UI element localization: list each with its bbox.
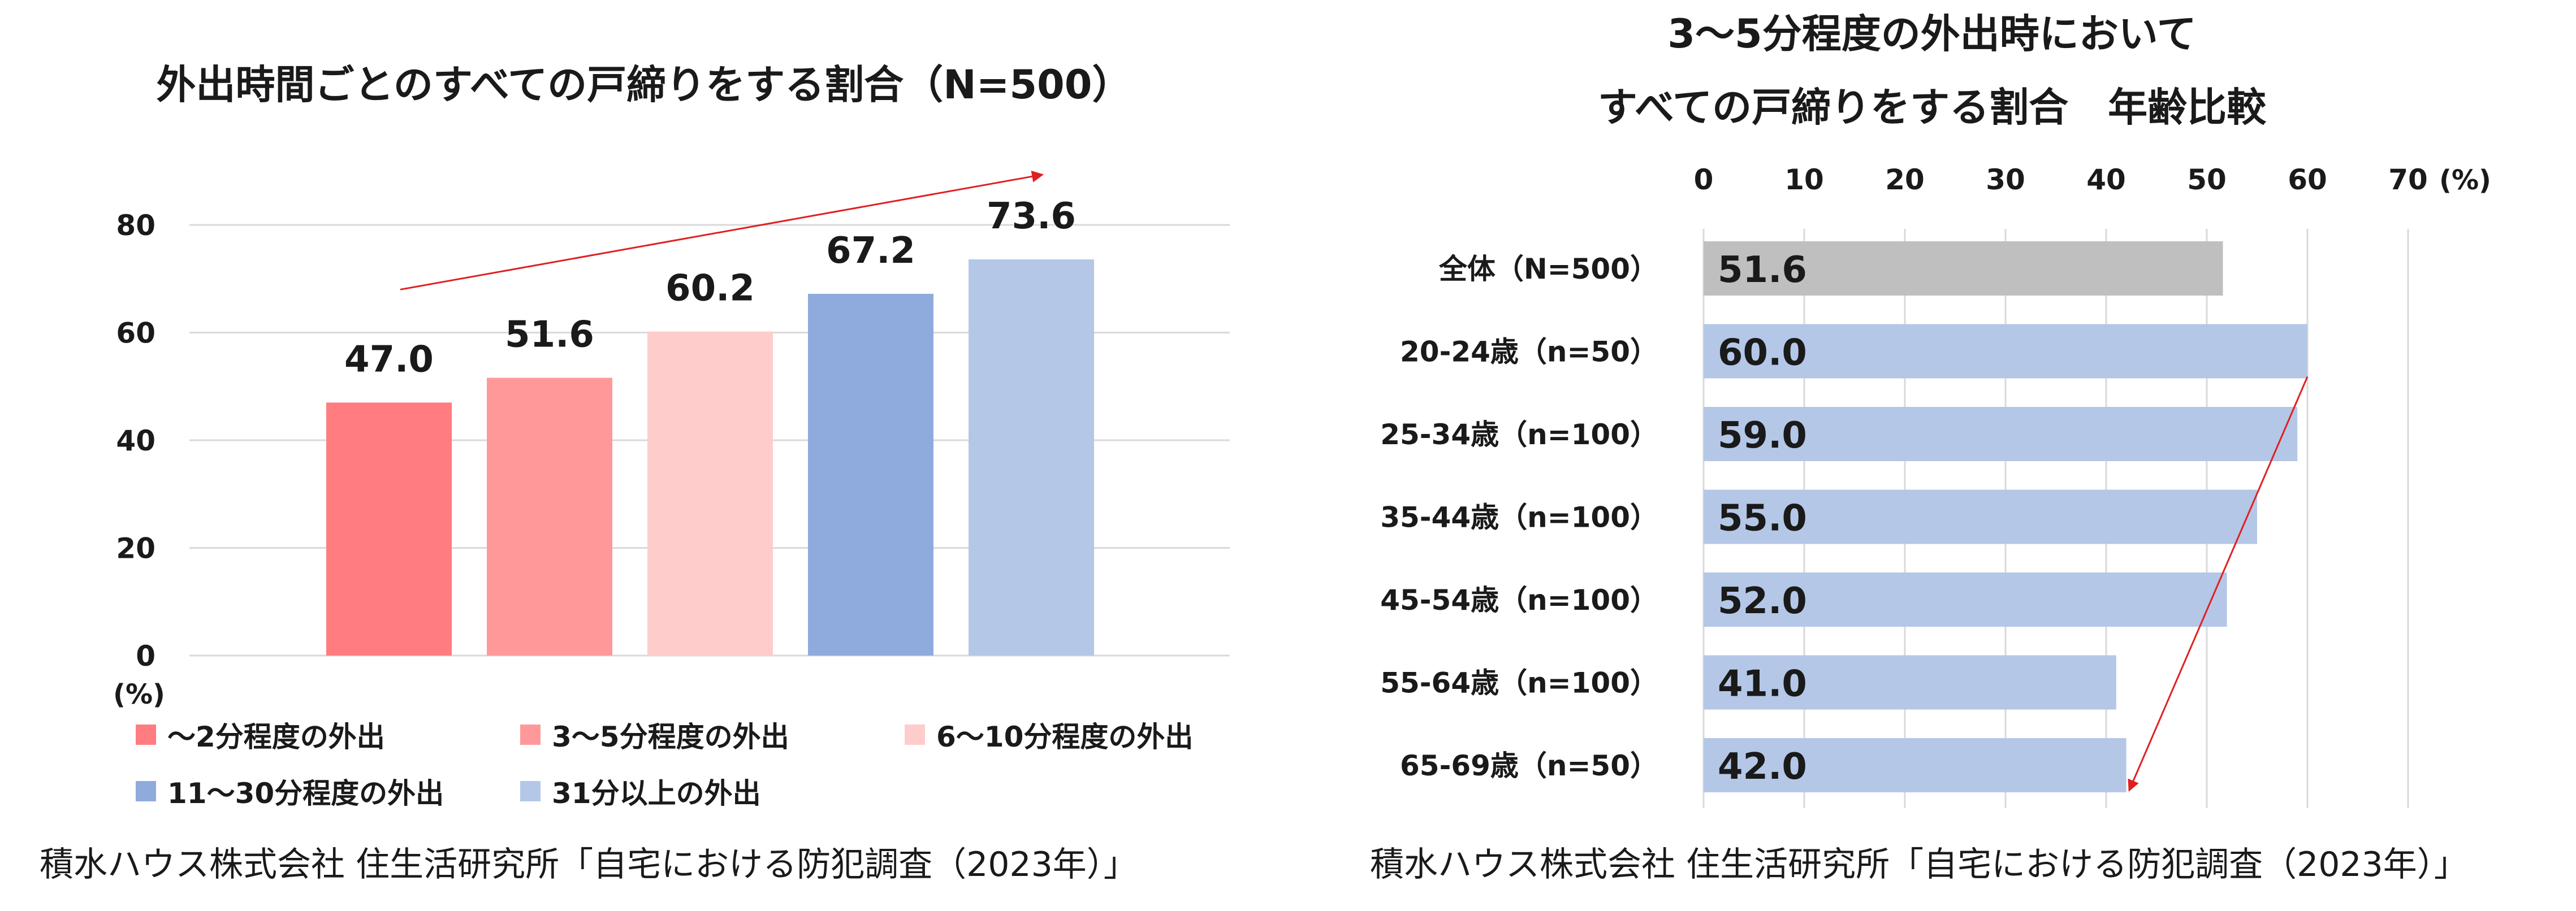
y-unit-label: (%) bbox=[113, 679, 165, 710]
x-tick-label: 0 bbox=[1694, 163, 1714, 196]
category-label: 25-34歳（n=100） bbox=[1380, 418, 1658, 451]
x-tick-label: 20 bbox=[1885, 163, 1925, 196]
trend-arrow bbox=[2128, 376, 2309, 792]
left-chart-panel: 外出時間ごとのすべての戸締りをする割合（N=500） 0 20 40 60 80 (%) 4… bbox=[40, 62, 1230, 884]
category-label: 65-69歳（n=50） bbox=[1400, 749, 1658, 782]
bar-value-label: 47.0 bbox=[344, 339, 434, 380]
category-label: 35-44歳（n=100） bbox=[1380, 501, 1658, 534]
category-label: 20-24歳（n=50） bbox=[1400, 336, 1658, 368]
legend-swatch bbox=[520, 725, 541, 745]
legend-item: 6～10分程度の外出 bbox=[905, 715, 1193, 754]
x-tick-label: 70 bbox=[2388, 163, 2428, 196]
x-tick-label: 40 bbox=[2086, 163, 2126, 196]
bar-value-label: 73.6 bbox=[987, 196, 1076, 237]
x-tick-label: 10 bbox=[1784, 163, 1824, 196]
legend-label: 6～10分程度の外出 bbox=[936, 721, 1194, 753]
bar-value-label: 41.0 bbox=[1718, 663, 1807, 705]
bar bbox=[1704, 241, 2223, 296]
trend-arrow bbox=[400, 170, 1044, 290]
category-label: 全体（N=500） bbox=[1438, 253, 1658, 285]
bar-value-label: 52.0 bbox=[1718, 580, 1807, 622]
legend-swatch bbox=[520, 781, 541, 801]
bar bbox=[1704, 324, 2307, 379]
bar-value-label: 51.6 bbox=[1718, 249, 1807, 291]
legend-item: 3～5分程度の外出 bbox=[520, 715, 789, 754]
right-chart-panel: 3～5分程度の外出時において すべての戸締りをする割合 年齢比較 0 10 20 30… bbox=[1288, 0, 2576, 911]
bar bbox=[487, 378, 612, 656]
legend-swatch bbox=[905, 725, 925, 745]
left-chart-source: 積水ハウス株式会社 住生活研究所「自宅における防犯調査（2023年）」 bbox=[40, 845, 1138, 884]
bar bbox=[326, 402, 452, 656]
x-tick-label: 30 bbox=[1986, 163, 2025, 196]
bar-value-label: 51.6 bbox=[505, 314, 594, 356]
x-tick-label: 50 bbox=[2187, 163, 2227, 196]
legend-item: 31分以上の外出 bbox=[520, 771, 761, 811]
bar-value-label: 55.0 bbox=[1718, 498, 1807, 540]
bar bbox=[1704, 655, 2116, 710]
bar-value-label: 59.0 bbox=[1718, 415, 1807, 457]
right-chart-plot: 0 10 20 30 40 50 60 70 (%) 51.6 全体（N=500） 60.0 20-24… bbox=[1380, 163, 2491, 808]
y-tick-label: 40 bbox=[116, 424, 155, 457]
right-chart-title-line-1: 3～5分程度の外出時において bbox=[1667, 11, 2197, 57]
bar-value-label: 60.0 bbox=[1718, 332, 1807, 374]
legend-item: ～2分程度の外出 bbox=[136, 715, 385, 754]
legend-item: 11～30分程度の外出 bbox=[136, 771, 444, 811]
legend-label: 31分以上の外出 bbox=[552, 777, 761, 810]
bar bbox=[1704, 738, 2127, 792]
category-label: 45-54歳（n=100） bbox=[1380, 584, 1658, 617]
bar bbox=[969, 259, 1094, 656]
y-tick-label: 20 bbox=[116, 532, 155, 565]
legend-label: ～2分程度の外出 bbox=[167, 721, 385, 753]
left-chart-plot: 0 20 40 60 80 (%) 47.0 51.6 60.2 67.2 73.6 bbox=[113, 170, 1230, 710]
category-label: 55-64歳（n=100） bbox=[1380, 667, 1658, 700]
x-unit-label: (%) bbox=[2439, 164, 2491, 196]
y-tick-label: 0 bbox=[136, 640, 155, 673]
bar-value-label: 60.2 bbox=[665, 268, 755, 310]
legend-swatch bbox=[136, 781, 156, 801]
bar-value-label: 67.2 bbox=[826, 230, 915, 272]
right-chart-source: 積水ハウス株式会社 住生活研究所「自宅における防犯調査（2023年）」 bbox=[1370, 845, 2468, 884]
y-tick-label: 60 bbox=[116, 317, 155, 350]
bar bbox=[647, 331, 773, 656]
bar-value-label: 42.0 bbox=[1718, 746, 1807, 788]
bar bbox=[808, 293, 933, 656]
y-tick-label: 80 bbox=[116, 209, 155, 242]
right-chart-title-line-2: すべての戸締りをする割合 年齢比較 bbox=[1597, 84, 2267, 131]
x-tick-label: 60 bbox=[2288, 163, 2327, 196]
legend-label: 11～30分程度の外出 bbox=[167, 777, 444, 810]
legend-label: 3～5分程度の外出 bbox=[552, 721, 789, 753]
legend-swatch bbox=[136, 725, 156, 745]
left-chart-title: 外出時間ごとのすべての戸締りをする割合（N=500） bbox=[156, 62, 1132, 108]
bar bbox=[1704, 489, 2257, 544]
bar bbox=[1704, 572, 2227, 627]
bar bbox=[1704, 407, 2298, 461]
